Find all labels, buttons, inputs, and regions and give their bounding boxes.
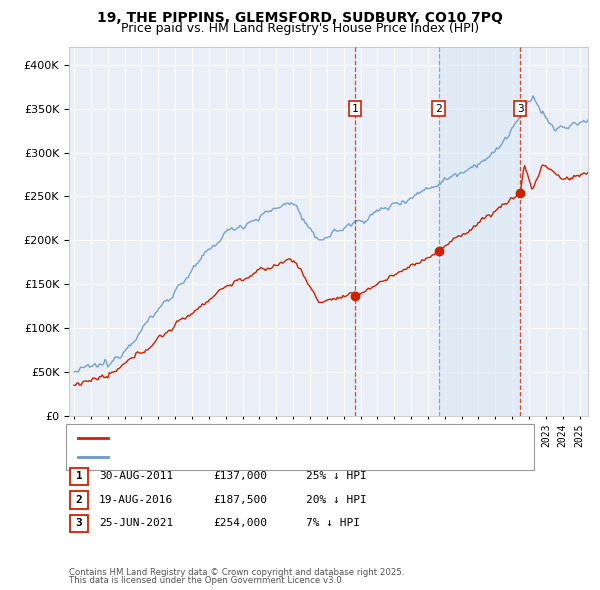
Text: This data is licensed under the Open Government Licence v3.0.: This data is licensed under the Open Gov… — [69, 576, 344, 585]
Text: 19, THE PIPPINS, GLEMSFORD, SUDBURY, CO10 7PQ: 19, THE PIPPINS, GLEMSFORD, SUDBURY, CO1… — [97, 11, 503, 25]
Text: £254,000: £254,000 — [213, 519, 267, 528]
Text: 19, THE PIPPINS, GLEMSFORD, SUDBURY, CO10 7PQ (semi-detached house): 19, THE PIPPINS, GLEMSFORD, SUDBURY, CO1… — [114, 434, 508, 444]
Text: 3: 3 — [517, 104, 524, 114]
Text: £137,000: £137,000 — [213, 471, 267, 481]
Text: 7% ↓ HPI: 7% ↓ HPI — [306, 519, 360, 528]
Text: 1: 1 — [352, 104, 358, 114]
Text: 25-JUN-2021: 25-JUN-2021 — [99, 519, 173, 528]
Text: 1: 1 — [76, 471, 82, 481]
Text: 20% ↓ HPI: 20% ↓ HPI — [306, 495, 367, 504]
Text: HPI: Average price, semi-detached house, Babergh: HPI: Average price, semi-detached house,… — [114, 453, 380, 462]
Text: 30-AUG-2011: 30-AUG-2011 — [99, 471, 173, 481]
Text: 2: 2 — [435, 104, 442, 114]
Text: £187,500: £187,500 — [213, 495, 267, 504]
Text: 25% ↓ HPI: 25% ↓ HPI — [306, 471, 367, 481]
Text: Price paid vs. HM Land Registry's House Price Index (HPI): Price paid vs. HM Land Registry's House … — [121, 22, 479, 35]
Text: 2: 2 — [76, 495, 82, 504]
Text: 3: 3 — [76, 519, 82, 528]
Text: Contains HM Land Registry data © Crown copyright and database right 2025.: Contains HM Land Registry data © Crown c… — [69, 568, 404, 577]
Bar — [439, 47, 520, 416]
Text: 19-AUG-2016: 19-AUG-2016 — [99, 495, 173, 504]
